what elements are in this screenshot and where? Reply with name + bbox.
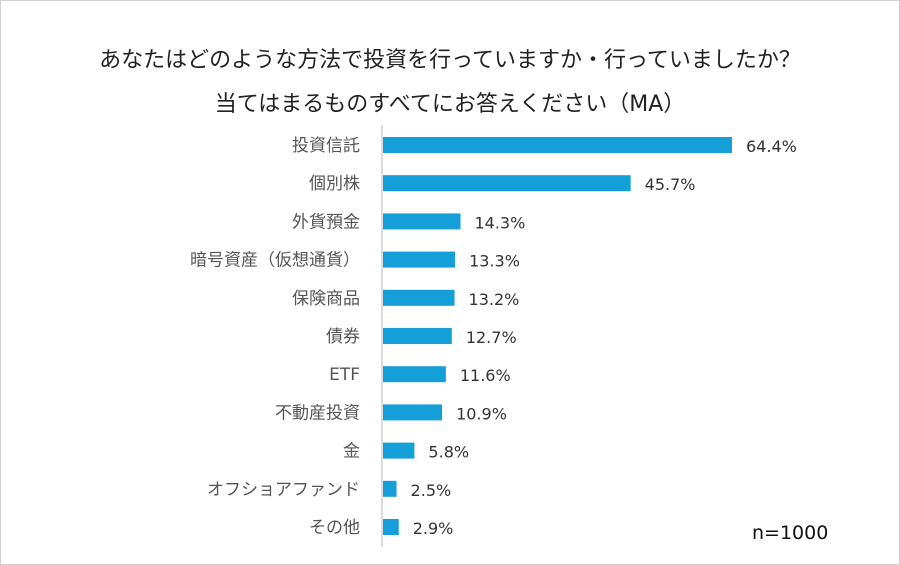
- data-label: 14.3%: [474, 213, 525, 232]
- data-label: 10.9%: [456, 404, 507, 423]
- sample-size-label: n=1000: [752, 522, 829, 544]
- bar: [383, 366, 446, 383]
- chart-title-line1: あなたはどのような方法で投資を行っていますか・行っていましたか？: [99, 48, 801, 73]
- data-label: 5.8%: [428, 443, 469, 462]
- bar: [383, 175, 631, 192]
- category-label: オフショアファンド: [207, 480, 360, 500]
- data-label: 2.9%: [413, 519, 454, 538]
- category-label: 外貨預金: [292, 212, 360, 232]
- data-label: 45.7%: [645, 175, 696, 194]
- category-label: 投資信託: [292, 136, 360, 156]
- category-label: 金: [343, 442, 360, 462]
- category-label: 債券: [326, 327, 360, 347]
- bar: [383, 480, 397, 497]
- category-label: 不動産投資: [275, 403, 360, 423]
- chart-title-line2: 当てはまるものすべてにお答えください（MA）: [214, 92, 686, 117]
- data-label: 12.7%: [466, 328, 517, 347]
- data-label: 13.3%: [469, 252, 520, 271]
- category-label: 保険商品: [292, 289, 360, 309]
- category-label: 暗号資産（仮想通貨）: [190, 251, 360, 271]
- bar: [383, 442, 415, 459]
- bar: [383, 404, 443, 421]
- bar: [383, 213, 461, 230]
- data-label: 11.6%: [460, 366, 511, 385]
- bar: [383, 519, 399, 535]
- bar: [383, 289, 455, 306]
- data-label: 64.4%: [746, 137, 797, 156]
- data-label: 2.5%: [411, 481, 452, 500]
- bar: [383, 328, 452, 344]
- category-label: 個別株: [309, 174, 360, 194]
- bar: [383, 251, 456, 268]
- bar: [383, 137, 732, 153]
- category-label: ETF: [329, 365, 360, 385]
- data-label: 13.2%: [469, 290, 520, 309]
- category-label: その他: [309, 518, 360, 538]
